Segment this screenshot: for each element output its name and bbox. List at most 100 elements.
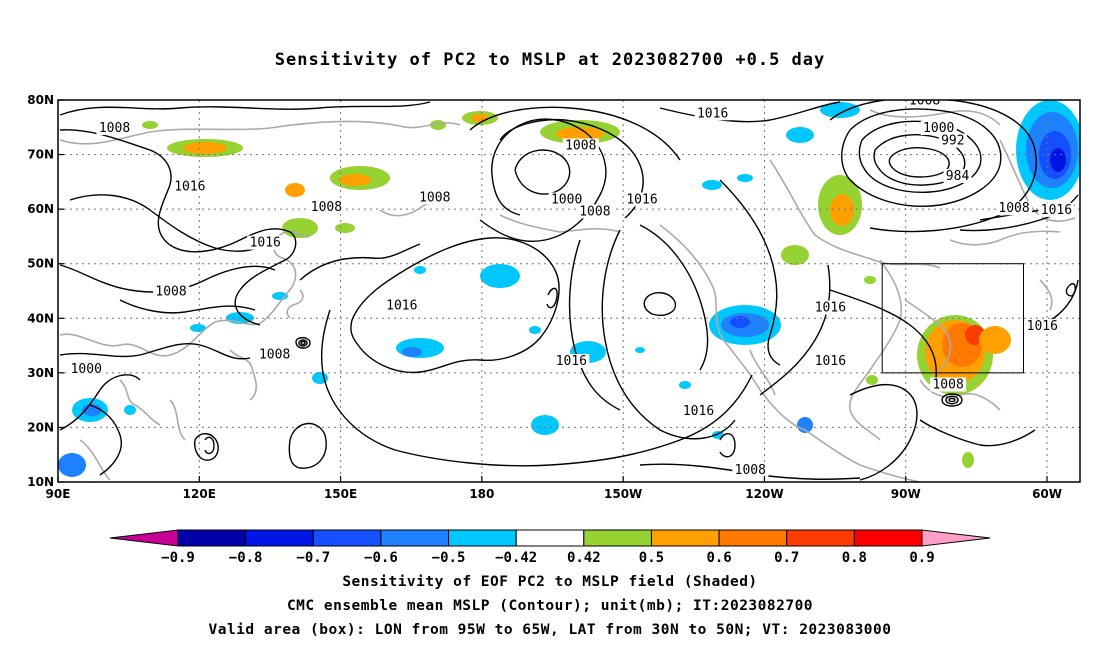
caption-line-2: CMC ensemble mean MSLP (Contour); unit(m… bbox=[286, 598, 814, 614]
colorbar-label: 0.7 bbox=[774, 550, 799, 566]
contour-label: 1008 bbox=[259, 347, 290, 362]
contour-label: 1016 bbox=[815, 354, 846, 369]
contour-label: 1016 bbox=[683, 404, 714, 419]
lat-tick-label: 70N bbox=[27, 148, 54, 162]
colorbar-swatch bbox=[583, 529, 652, 547]
contour-label: 1016 bbox=[386, 298, 417, 313]
colorbar-high-end bbox=[921, 529, 991, 547]
lon-tick-label: 180 bbox=[469, 487, 494, 501]
contour-label-bg bbox=[732, 463, 769, 478]
colorbar-label: −0.8 bbox=[229, 550, 263, 566]
lon-tick-label: 150E bbox=[324, 487, 357, 501]
colorbar-swatch bbox=[312, 529, 382, 547]
contour-label: 1016 bbox=[556, 354, 587, 369]
lon-tick-label: 90W bbox=[891, 487, 921, 501]
contour-label-bg bbox=[548, 192, 585, 207]
contour-label: 1008 bbox=[419, 190, 450, 205]
lon-tick-label: 120W bbox=[745, 487, 783, 501]
lon-tick-label: 60W bbox=[1032, 487, 1062, 501]
lon-tick-label: 90E bbox=[46, 487, 71, 501]
contour-label: 1000 bbox=[551, 193, 582, 208]
contour-label-bg bbox=[1024, 319, 1061, 334]
colorbar-swatch bbox=[177, 529, 247, 547]
contour-label-bg bbox=[920, 121, 957, 136]
contour-label-bg bbox=[624, 192, 660, 207]
lat-tick-label: 80N bbox=[27, 93, 54, 107]
colorbar-swatch bbox=[718, 529, 788, 547]
caption-line-1: Sensitivity of EOF PC2 to MSLP field (Sh… bbox=[342, 574, 758, 590]
colorbar-low-end bbox=[109, 529, 179, 547]
colorbar-label: 0.5 bbox=[639, 550, 664, 566]
contour-label: 1008 bbox=[311, 200, 342, 215]
contour-label: 984 bbox=[946, 169, 970, 184]
contour-label: 1016 bbox=[174, 179, 205, 194]
colorbar-label: 0.42 bbox=[567, 550, 601, 566]
contour-label-bg bbox=[247, 235, 284, 250]
colorbar-label: −0.5 bbox=[432, 550, 466, 566]
contour-label: 1016 bbox=[1041, 203, 1072, 218]
contour-label: 1008 bbox=[579, 205, 610, 220]
lat-tick-label: 50N bbox=[27, 257, 54, 271]
sensitivity-shading bbox=[58, 100, 1080, 477]
contour-label-bg bbox=[96, 121, 133, 136]
contour-label: 1016 bbox=[697, 106, 728, 121]
contour-label-bg bbox=[930, 377, 967, 392]
contour-label: 1008 bbox=[155, 285, 186, 300]
colorbar-swatch bbox=[853, 529, 923, 547]
contour-label-bg bbox=[1038, 202, 1075, 217]
contour-label: 992 bbox=[941, 134, 964, 149]
colorbar-swatch bbox=[515, 529, 585, 547]
contour-label-bg bbox=[416, 190, 453, 205]
contour-label-bg bbox=[576, 204, 613, 219]
colorbar-label: −0.9 bbox=[161, 550, 195, 566]
map-background bbox=[58, 100, 1080, 482]
contour-label: 1000 bbox=[71, 362, 102, 377]
contour-label-bg bbox=[68, 362, 105, 377]
colorbar-swatch bbox=[650, 529, 720, 547]
contour-label: 1008 bbox=[99, 121, 130, 136]
contour-label-bg bbox=[383, 298, 420, 313]
contour-label-bg bbox=[308, 200, 345, 215]
coastlines bbox=[59, 109, 1076, 482]
map-frame bbox=[57, 99, 1081, 483]
lat-tick-label: 20N bbox=[27, 420, 54, 434]
colorbar-label: 0.9 bbox=[909, 550, 934, 566]
contour-label-bg bbox=[906, 100, 943, 108]
contour-label-bg bbox=[562, 138, 599, 153]
contour-label: 1008 bbox=[932, 378, 963, 393]
colorbar-label: −0.42 bbox=[495, 550, 537, 566]
contour-label: 1016 bbox=[250, 236, 281, 251]
colorbar-label: −0.7 bbox=[296, 550, 330, 566]
colorbar-label: 0.6 bbox=[706, 550, 731, 566]
contour-label: 1016 bbox=[626, 193, 657, 208]
lat-tick-label: 10N bbox=[27, 475, 54, 489]
contour-label-bg bbox=[680, 404, 717, 419]
lat-tick-label: 30N bbox=[27, 366, 54, 380]
graticule bbox=[58, 100, 1080, 482]
contour-label: 1008 bbox=[998, 201, 1029, 216]
contour-label: 1000 bbox=[923, 121, 954, 136]
caption-line-3: Valid area (box): LON from 95W to 65W, L… bbox=[208, 622, 892, 638]
contour-label-bg bbox=[996, 201, 1033, 216]
colorbar-swatch bbox=[786, 529, 855, 547]
colorbar-swatch bbox=[380, 529, 450, 547]
contour-label-bg bbox=[694, 106, 731, 121]
contour-label: 1016 bbox=[1027, 319, 1058, 334]
valid-area-box bbox=[881, 263, 1024, 374]
contour-label-bg bbox=[171, 179, 208, 194]
lon-tick-label: 150W bbox=[604, 487, 642, 501]
contour-label-bg bbox=[553, 354, 590, 369]
contour-label: 1008 bbox=[565, 138, 596, 153]
contour-label: 1008 bbox=[735, 463, 766, 478]
colorbar: −0.9 −0.8 −0.7 −0.6 −0.5 −0.42 0.42 0.5 0.6 0.7 0.… bbox=[109, 529, 991, 566]
contour-label-bg bbox=[812, 300, 849, 315]
contour-label: 1008 bbox=[909, 94, 940, 109]
colorbar-label: 0.8 bbox=[842, 550, 867, 566]
colorbar-label: −0.6 bbox=[364, 550, 398, 566]
contour-label: 1016 bbox=[815, 301, 846, 316]
colorbar-swatch bbox=[448, 529, 517, 547]
contour-label-bg bbox=[938, 133, 967, 148]
contour-labels: 1008101610081016100810081016100810001016… bbox=[68, 94, 1075, 478]
